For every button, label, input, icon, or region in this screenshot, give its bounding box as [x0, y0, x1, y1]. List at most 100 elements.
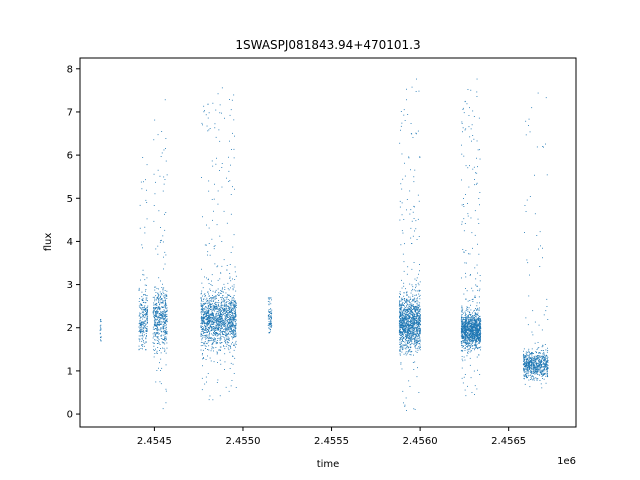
data-point	[474, 313, 476, 315]
data-point	[415, 306, 416, 308]
data-point	[227, 323, 229, 325]
data-point	[416, 294, 417, 296]
data-point	[152, 337, 154, 339]
data-point	[209, 322, 210, 324]
data-point	[469, 334, 471, 335]
data-point	[220, 338, 222, 340]
data-point	[400, 342, 402, 344]
data-point	[159, 175, 161, 177]
data-point	[417, 323, 419, 325]
data-point	[461, 337, 463, 339]
data-point	[230, 164, 231, 166]
data-point	[475, 344, 477, 346]
data-point	[212, 219, 213, 221]
data-point	[415, 132, 417, 134]
data-point	[210, 313, 212, 315]
data-point	[460, 320, 462, 322]
data-point	[138, 287, 140, 289]
data-point	[405, 317, 407, 319]
data-point	[409, 340, 411, 342]
data-point	[479, 341, 481, 343]
data-point	[214, 296, 216, 298]
data-point	[400, 362, 402, 364]
data-point	[220, 328, 222, 330]
data-point	[418, 326, 420, 327]
data-point	[463, 323, 464, 324]
data-point	[164, 294, 166, 296]
data-point	[233, 304, 234, 306]
data-point	[411, 319, 413, 321]
data-point	[211, 326, 212, 328]
data-point	[146, 330, 148, 331]
data-point	[213, 333, 215, 335]
data-point	[412, 317, 413, 319]
data-point	[217, 328, 219, 329]
data-point	[479, 331, 481, 333]
data-point	[158, 314, 160, 316]
data-point	[217, 294, 219, 296]
data-point	[475, 316, 476, 318]
data-point	[461, 322, 463, 324]
data-point	[211, 318, 213, 320]
data-point	[207, 323, 209, 325]
data-point	[410, 330, 412, 332]
data-point	[468, 321, 470, 323]
data-point	[471, 348, 473, 350]
data-point	[480, 335, 481, 337]
data-point	[410, 340, 412, 342]
data-point	[475, 278, 477, 280]
data-point	[474, 339, 476, 340]
data-point	[419, 320, 421, 322]
data-point	[218, 319, 220, 320]
data-point	[399, 338, 401, 340]
data-point	[474, 322, 476, 324]
data-point	[204, 324, 205, 326]
data-point	[232, 308, 234, 310]
data-point	[200, 341, 202, 343]
data-point	[163, 268, 164, 270]
data-point	[419, 341, 421, 343]
data-point	[227, 329, 229, 330]
data-point	[412, 296, 414, 297]
data-point	[472, 317, 474, 319]
data-point	[220, 320, 221, 322]
data-point	[411, 243, 413, 244]
data-point	[416, 314, 418, 316]
data-point	[412, 294, 414, 296]
data-point	[202, 304, 203, 306]
data-point	[212, 297, 214, 299]
data-point	[408, 325, 410, 327]
data-point	[411, 351, 413, 352]
data-point	[472, 318, 474, 320]
data-point	[200, 323, 202, 324]
data-point	[226, 222, 228, 224]
data-point	[411, 333, 413, 335]
data-point	[472, 330, 474, 331]
data-point	[419, 332, 421, 333]
data-point	[225, 342, 227, 343]
data-point	[467, 328, 469, 330]
data-point	[466, 342, 468, 344]
data-point	[466, 346, 468, 348]
data-point	[216, 321, 217, 323]
data-point	[221, 112, 222, 114]
data-point	[399, 300, 401, 302]
data-point	[405, 318, 406, 320]
data-point	[205, 306, 207, 307]
data-point	[477, 320, 479, 322]
data-point	[418, 335, 420, 337]
data-point	[405, 322, 407, 324]
data-point	[217, 279, 219, 281]
data-point	[224, 289, 226, 290]
data-point	[231, 314, 233, 316]
data-point	[100, 326, 102, 328]
data-point	[477, 330, 479, 332]
data-point	[465, 325, 466, 327]
data-point	[466, 290, 468, 292]
data-point	[413, 181, 415, 183]
data-point	[141, 327, 143, 329]
data-point	[208, 319, 210, 321]
data-point	[414, 297, 416, 299]
data-point	[407, 324, 409, 326]
data-point	[464, 318, 466, 320]
